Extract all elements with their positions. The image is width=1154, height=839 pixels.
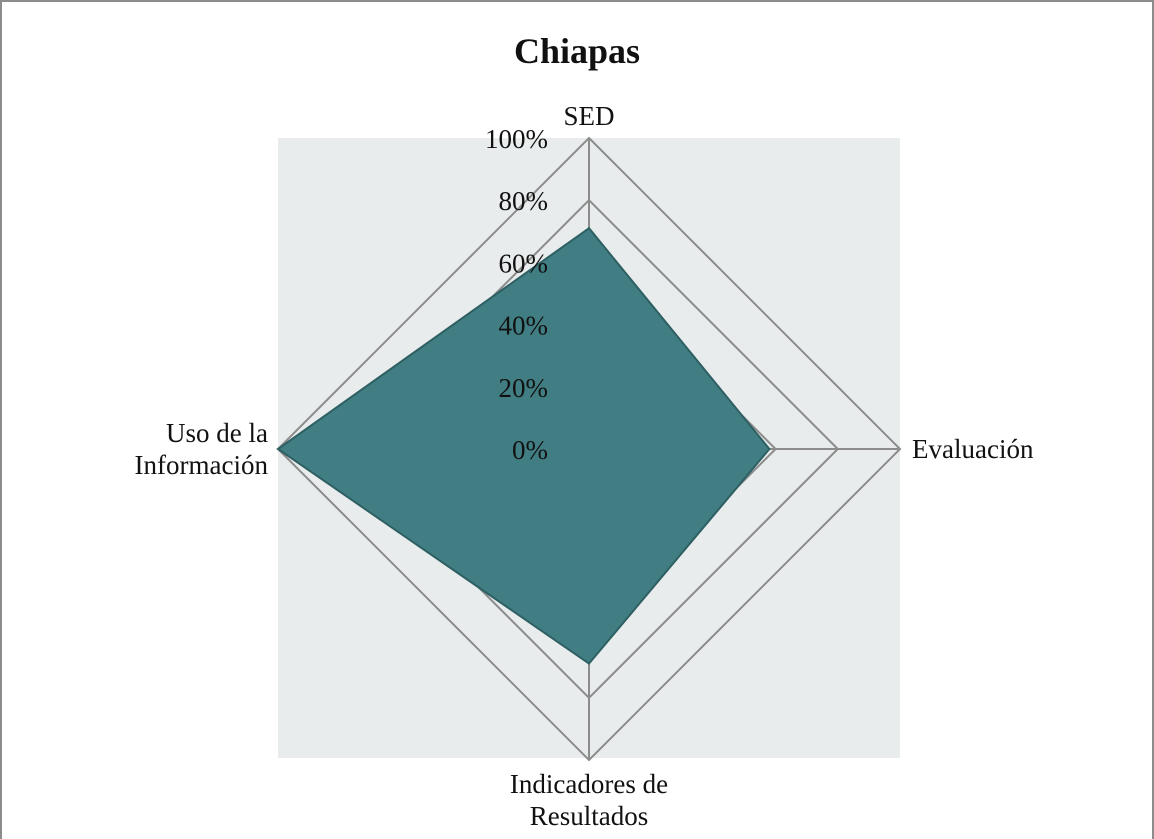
category-label: SED <box>563 101 615 131</box>
category-label: Uso de la Información <box>134 418 268 480</box>
r-tick-label: 20% <box>499 373 549 403</box>
r-tick-label: 40% <box>499 311 549 341</box>
category-label: Evaluación <box>912 434 1034 464</box>
radar-area <box>276 226 771 665</box>
tick-labels: 0% 20% 40% 60% 80% 100% <box>485 124 548 465</box>
category-label: Indicadores de Resultados <box>509 769 669 831</box>
r-tick-label: 60% <box>499 248 549 278</box>
r-tick-label: 100% <box>485 124 548 154</box>
r-tick-label: 80% <box>499 186 549 216</box>
series <box>276 226 771 665</box>
r-tick-label: 0% <box>512 435 548 465</box>
chart-title: Chiapas <box>513 31 641 71</box>
